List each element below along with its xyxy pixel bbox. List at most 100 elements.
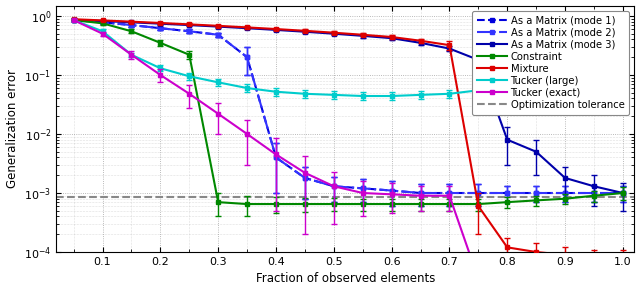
Tucker (large) [127,53,135,56]
As a Matrix (mode 3) [157,22,164,25]
Tucker (large) [243,86,251,90]
Mixture [417,39,424,42]
Tucker (exact) [70,18,77,22]
As a Matrix (mode 3) [474,58,482,62]
Mixture [99,19,106,22]
Mixture [504,246,511,249]
As a Matrix (mode 3) [359,34,367,38]
Tucker (large) [504,86,511,89]
Tucker (exact) [532,288,540,291]
As a Matrix (mode 2) [127,23,135,27]
Mixture [445,43,453,47]
As a Matrix (mode 3) [445,47,453,50]
As a Matrix (mode 2) [243,56,251,59]
As a Matrix (mode 1) [186,29,193,33]
As a Matrix (mode 3) [504,138,511,141]
As a Matrix (mode 3) [619,191,627,195]
As a Matrix (mode 1) [99,21,106,24]
Line: Constraint: Constraint [71,18,625,207]
Constraint [70,18,77,22]
As a Matrix (mode 2) [359,187,367,190]
Mixture [157,21,164,25]
Mixture [388,35,396,39]
As a Matrix (mode 2) [504,191,511,195]
Constraint [590,194,598,198]
Mixture [330,31,338,34]
As a Matrix (mode 1) [157,26,164,30]
Tucker (exact) [330,184,338,188]
Tucker (exact) [445,194,453,198]
Line: As a Matrix (mode 2): As a Matrix (mode 2) [71,18,625,196]
As a Matrix (mode 2) [561,191,569,195]
As a Matrix (mode 1) [127,23,135,27]
Mixture [474,204,482,208]
Tucker (large) [474,88,482,92]
Constraint [359,202,367,206]
Constraint [186,53,193,56]
Tucker (large) [70,18,77,22]
Tucker (exact) [243,132,251,136]
As a Matrix (mode 3) [186,23,193,27]
Tucker (exact) [504,283,511,286]
Line: Tucker (large): Tucker (large) [71,18,625,98]
Mixture [590,256,598,260]
Constraint [99,22,106,25]
As a Matrix (mode 3) [532,150,540,153]
Mixture [127,20,135,23]
As a Matrix (mode 1) [301,176,308,180]
Tucker (large) [99,29,106,33]
Line: As a Matrix (mode 1): As a Matrix (mode 1) [71,18,625,196]
Tucker (exact) [157,73,164,77]
Tucker (exact) [388,193,396,196]
As a Matrix (mode 1) [561,191,569,195]
As a Matrix (mode 3) [272,28,280,32]
Tucker (large) [186,74,193,78]
Tucker (exact) [127,53,135,56]
As a Matrix (mode 3) [561,176,569,180]
As a Matrix (mode 1) [417,191,424,195]
As a Matrix (mode 2) [388,189,396,192]
Constraint [243,202,251,206]
Mixture [243,26,251,29]
Constraint [214,200,222,204]
As a Matrix (mode 1) [70,18,77,22]
Legend: As a Matrix (mode 1), As a Matrix (mode 2), As a Matrix (mode 3), Constraint, Mi: As a Matrix (mode 1), As a Matrix (mode … [472,10,630,115]
Constraint [445,202,453,206]
Tucker (exact) [99,32,106,36]
Constraint [157,41,164,45]
Tucker (exact) [474,277,482,281]
As a Matrix (mode 1) [359,187,367,190]
As a Matrix (mode 2) [474,191,482,195]
Constraint [504,200,511,204]
Line: As a Matrix (mode 3): As a Matrix (mode 3) [71,18,625,196]
As a Matrix (mode 3) [243,26,251,30]
Line: Mixture: Mixture [71,17,625,260]
Constraint [474,202,482,206]
As a Matrix (mode 2) [157,26,164,30]
Mixture [359,33,367,36]
Tucker (large) [359,94,367,98]
Tucker (large) [330,93,338,97]
Tucker (large) [301,92,308,95]
As a Matrix (mode 3) [214,25,222,28]
Constraint [561,197,569,200]
As a Matrix (mode 2) [590,191,598,195]
Mixture [532,250,540,254]
Tucker (large) [214,81,222,84]
As a Matrix (mode 3) [388,36,396,40]
As a Matrix (mode 1) [445,191,453,195]
Tucker (exact) [272,153,280,156]
As a Matrix (mode 2) [99,21,106,24]
Line: Tucker (exact): Tucker (exact) [71,18,625,291]
As a Matrix (mode 2) [301,176,308,180]
Mixture [619,256,627,260]
Tucker (exact) [301,171,308,175]
Tucker (large) [157,67,164,70]
Tucker (large) [590,78,598,82]
As a Matrix (mode 1) [388,189,396,192]
Mixture [561,253,569,256]
Constraint [532,199,540,202]
As a Matrix (mode 1) [504,191,511,195]
As a Matrix (mode 2) [70,18,77,22]
As a Matrix (mode 3) [70,18,77,22]
